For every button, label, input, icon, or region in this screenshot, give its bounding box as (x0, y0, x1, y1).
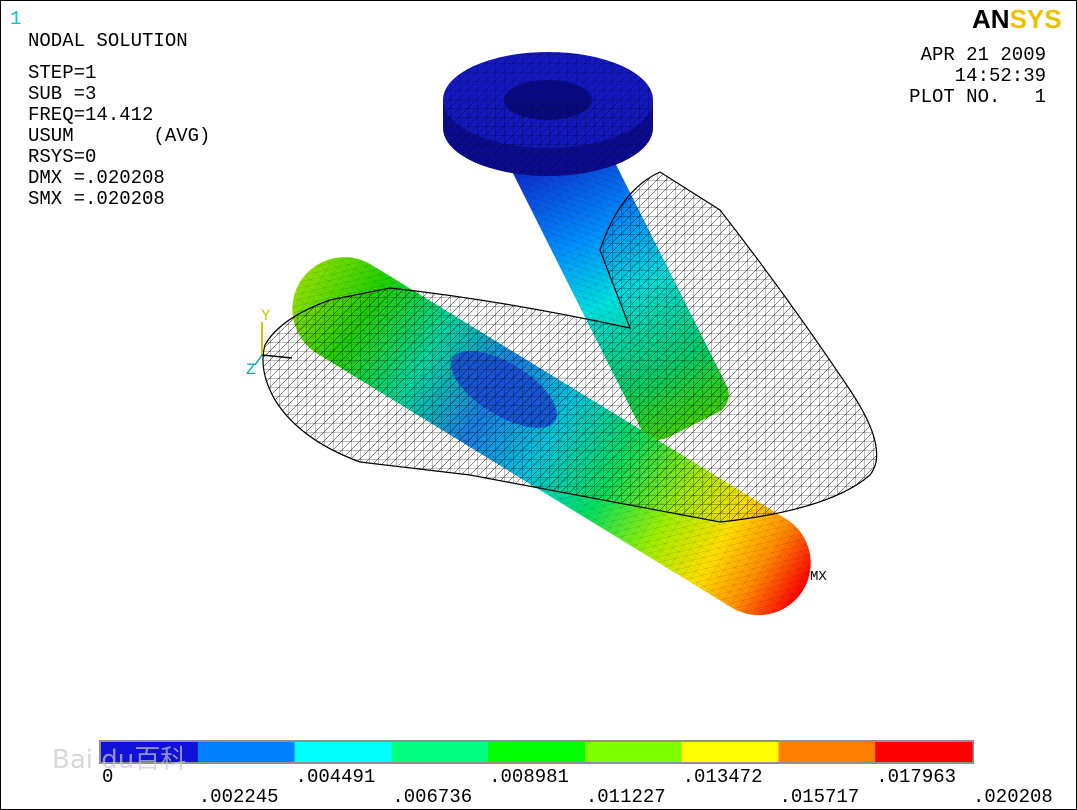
legend-band (197, 742, 296, 762)
info-line: RSYS=0 (28, 146, 96, 168)
legend-label: .017963 (876, 766, 956, 788)
plot-number: PLOT NO. 1 (909, 86, 1046, 108)
legend-band (294, 742, 392, 762)
legend-band (391, 742, 489, 762)
legend-label: .002245 (199, 786, 279, 808)
legend-label: .015717 (779, 786, 859, 808)
legend-band (778, 742, 876, 762)
axis-z-label: Z (246, 361, 256, 379)
legend: 0 .002245 .004491 .006736 .008981 .011227 .013… (99, 740, 1053, 808)
info-line: SMX =.020208 (28, 188, 165, 210)
window-number: 1 (10, 8, 21, 30)
logo-sys: SYS (1010, 4, 1062, 34)
logo-an: AN (972, 4, 1010, 34)
legend-label: .011227 (586, 786, 666, 808)
legend-label: .020208 (973, 786, 1053, 808)
legend-band (101, 742, 199, 762)
legend-label: .013472 (683, 766, 763, 788)
legend-label: .008981 (489, 766, 569, 788)
legend-label: .004491 (296, 766, 376, 788)
legend-band (488, 742, 586, 762)
info-line: STEP=1 (28, 62, 96, 84)
legend-label: .006736 (392, 786, 472, 808)
title: NODAL SOLUTION (28, 30, 188, 52)
time: 14:52:39 (955, 65, 1046, 87)
watermark: Bai du百科 (52, 745, 186, 775)
max-marker: MX (810, 569, 827, 585)
flange (443, 52, 653, 176)
legend-band (875, 742, 973, 762)
info-line: FREQ=14.412 (28, 104, 153, 126)
info-line: USUM (AVG) (28, 125, 210, 147)
undeformed-wireframe (262, 171, 878, 523)
axis-y-label: Y (261, 307, 271, 325)
legend-label: 0 (102, 766, 113, 788)
legend-band (584, 742, 683, 762)
legend-band (681, 742, 779, 762)
date: APR 21 2009 (921, 44, 1046, 66)
axis-triad (254, 322, 293, 366)
info-line: SUB =3 (28, 83, 96, 105)
info-line: DMX =.020208 (28, 167, 165, 189)
logo: ANSYS (972, 4, 1062, 34)
